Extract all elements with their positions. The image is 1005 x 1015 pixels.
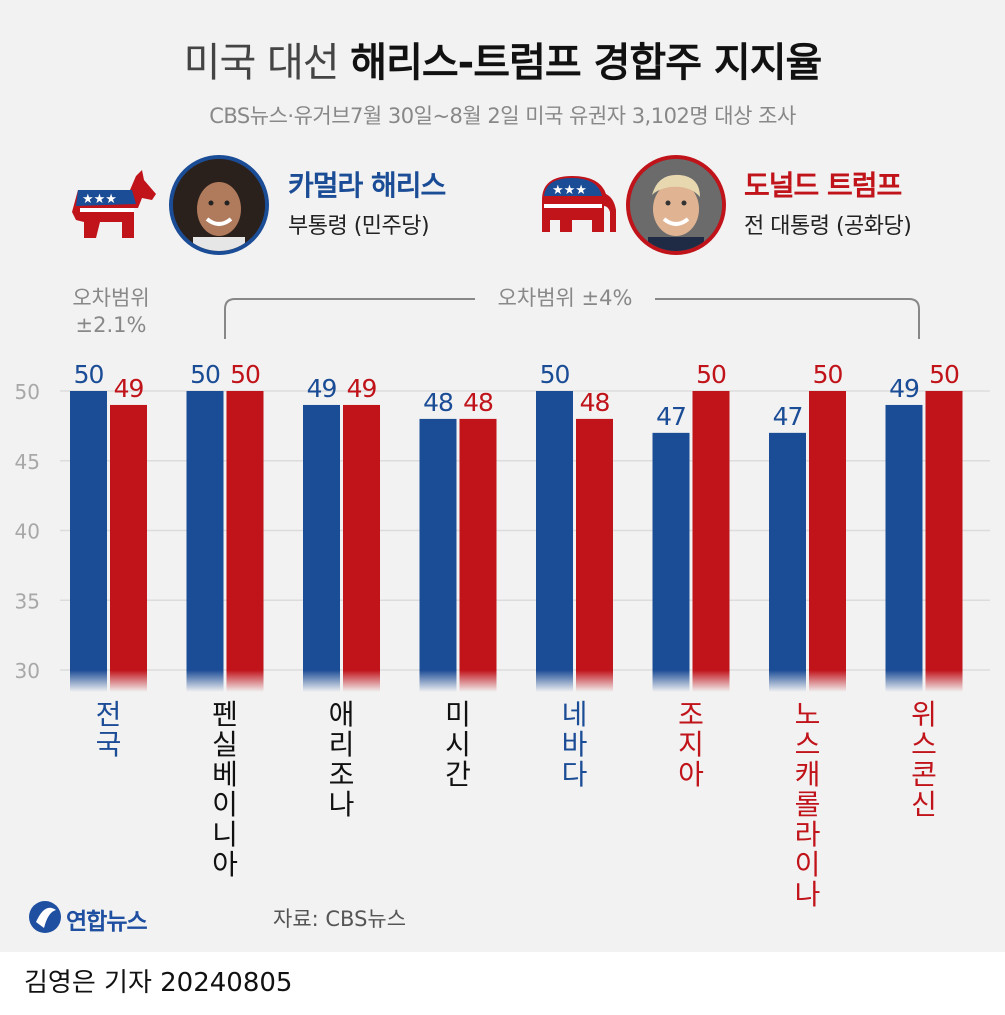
data-label: 50	[540, 360, 570, 389]
bar-fade	[343, 670, 380, 692]
data-label: 47	[773, 402, 803, 431]
data-label: 50	[929, 360, 959, 389]
data-label: 48	[463, 388, 493, 417]
harris-portrait	[169, 155, 269, 255]
bar-fade	[885, 670, 923, 692]
bar-fade	[692, 670, 730, 692]
bar-trump	[576, 418, 613, 670]
source-label: 자료: CBS뉴스	[273, 907, 407, 931]
svg-text:★★★: ★★★	[82, 192, 117, 207]
bar-trump	[459, 418, 497, 670]
footer-bar	[0, 952, 1005, 1015]
margin-national-line1: 오차범위	[72, 286, 150, 310]
data-label: 49	[889, 374, 919, 403]
bar-fade	[226, 670, 264, 692]
yonhap-logo-icon	[29, 901, 61, 933]
bar-fade	[536, 670, 573, 692]
y-tick-label: 50	[15, 380, 40, 404]
trump-portrait	[626, 155, 726, 255]
bar-harris	[536, 391, 573, 670]
data-label: 49	[307, 374, 337, 403]
bar-fade	[809, 670, 846, 692]
margin-national-line2: ±2.1%	[75, 313, 147, 337]
bar-fade	[110, 670, 147, 692]
harris-role: 부통령 (민주당)	[288, 214, 430, 239]
margin-states-bracket	[224, 298, 920, 339]
bar-harris	[186, 391, 224, 670]
republican-elephant-icon: ★★★	[542, 176, 616, 232]
margin-national-label: 오차범위 ±2.1%	[52, 285, 170, 339]
page-title: 미국 대선 해리스-트럼프 경합주 지지율	[0, 30, 1005, 88]
bar-harris	[303, 404, 340, 670]
bar-fade	[576, 670, 613, 692]
bar-trump	[692, 391, 730, 670]
bar-trump	[925, 391, 963, 670]
data-label: 50	[696, 360, 726, 389]
yonhap-logo-text: 연합뉴스	[66, 909, 148, 935]
data-label: 50	[74, 360, 104, 389]
data-label: 48	[423, 388, 453, 417]
y-tick-label: 40	[15, 520, 40, 544]
y-tick-label: 30	[15, 659, 40, 683]
bar-harris	[70, 391, 107, 670]
harris-name: 카멀라 해리스	[288, 169, 446, 202]
subtitle: CBS뉴스·유거브7월 30일~8월 2일 미국 유권자 3,102명 대상 조…	[209, 104, 796, 128]
data-label: 50	[230, 360, 260, 389]
bar-fade	[186, 670, 224, 692]
margin-states-label: 오차범위 ±4%	[475, 285, 655, 312]
data-label: 47	[656, 402, 686, 431]
bar-fade	[925, 670, 963, 692]
bar-harris	[885, 404, 923, 670]
bar-fade	[419, 670, 457, 692]
bar-harris	[419, 418, 457, 670]
data-label: 49	[114, 374, 144, 403]
data-label: 49	[347, 374, 377, 403]
title-light: 미국 대선	[183, 40, 351, 86]
bar-fade	[70, 670, 107, 692]
trump-name: 도널드 트럼프	[744, 169, 902, 202]
trump-role: 전 대통령 (공화당)	[744, 214, 912, 239]
title-bold: 해리스-트럼프 경합주 지지율	[350, 40, 822, 86]
svg-text:★★★: ★★★	[552, 183, 587, 198]
data-label: 48	[580, 388, 610, 417]
data-label: 50	[190, 360, 220, 389]
democrat-donkey-icon: ★★★	[72, 170, 156, 238]
bar-trump	[226, 391, 264, 670]
bar-fade	[652, 670, 690, 692]
trump-face-icon	[630, 159, 722, 251]
bar-fade	[459, 670, 497, 692]
y-tick-label: 45	[15, 450, 40, 474]
reporter-credit: 김영은 기자 20240805	[24, 968, 293, 998]
data-label: 50	[813, 360, 843, 389]
bar-fade	[303, 670, 340, 692]
bar-trump	[110, 404, 147, 670]
bar-chart: 30 35 40 45 50 50 49 50 50 49 49 48 48 50 48 47 50 47 50 4…	[15, 360, 990, 692]
bar-trump	[343, 404, 380, 670]
bar-harris	[769, 432, 806, 670]
bar-fade	[769, 670, 806, 692]
harris-face-icon	[173, 159, 265, 251]
y-tick-label: 35	[15, 589, 40, 613]
bar-harris	[652, 432, 690, 670]
bar-trump	[809, 391, 846, 670]
